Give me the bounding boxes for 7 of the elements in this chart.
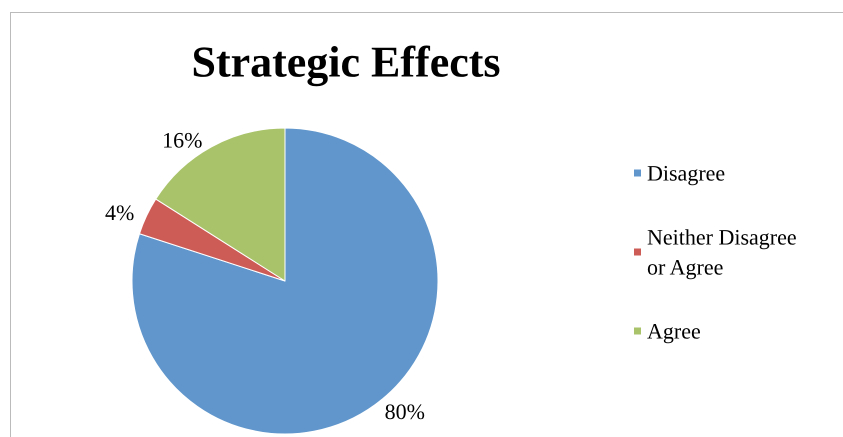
legend-label: Disagree [647,160,726,186]
data-label: 4% [104,200,134,225]
legend-label: Neither Disagree or Agree [647,224,802,280]
legend-label: Agree [647,318,701,344]
data-label: 80% [384,398,425,424]
chart-title: Strategic Effects [191,38,501,86]
data-label: 16% [162,127,202,152]
